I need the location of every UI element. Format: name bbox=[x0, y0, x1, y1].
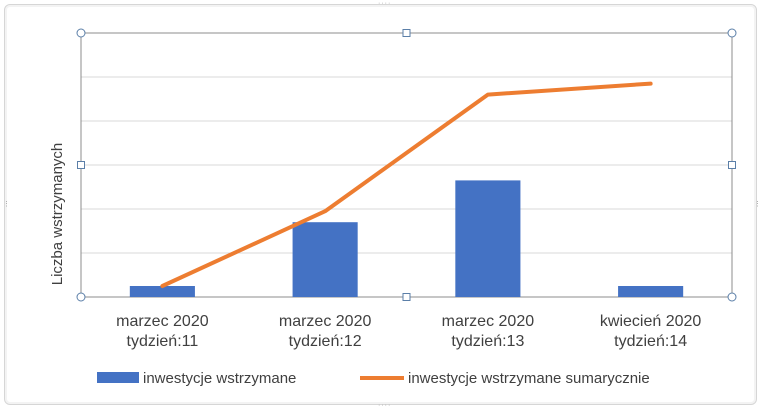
series-line[interactable] bbox=[160, 81, 653, 288]
legend-line-label: inwestycje wstrzymane sumarycznie bbox=[408, 370, 650, 387]
bar[interactable] bbox=[292, 222, 358, 297]
resize-grip-right-icon[interactable]: ⋮ bbox=[754, 201, 762, 208]
legend-bar-label: inwestycje wstrzymane bbox=[143, 370, 296, 387]
x-tick-label: tydzień:12 bbox=[289, 333, 362, 350]
bar-series bbox=[129, 180, 684, 297]
x-tick-label: marzec 2020 bbox=[116, 313, 209, 330]
resize-grip-left-icon[interactable]: ⋮ bbox=[3, 201, 11, 208]
corner-handle-icon[interactable] bbox=[727, 292, 737, 302]
legend-bar-swatch bbox=[97, 372, 139, 383]
selection-handles bbox=[76, 28, 737, 302]
x-tick-label: marzec 2020 bbox=[442, 313, 535, 330]
x-tick-label: kwiecień 2020 bbox=[600, 313, 702, 330]
legend[interactable]: inwestycje wstrzymane inwestycje wstrzyma… bbox=[97, 370, 650, 387]
x-tick-label: marzec 2020 bbox=[279, 313, 372, 330]
line-series bbox=[160, 81, 653, 288]
chart-frame: ···· ···· ⋮ ⋮ bbox=[3, 0, 762, 409]
bar[interactable] bbox=[129, 286, 195, 297]
y-axis-title: Liczba wstrzymanych bbox=[49, 143, 66, 286]
x-tick-label: tydzień:13 bbox=[451, 333, 524, 350]
x-tick-label: tydzień:14 bbox=[614, 333, 687, 350]
bar[interactable] bbox=[455, 180, 521, 297]
side-handle-icon[interactable] bbox=[402, 29, 411, 37]
side-handle-icon[interactable] bbox=[77, 161, 85, 169]
resize-grip-bottom-icon[interactable]: ···· bbox=[378, 402, 392, 409]
resize-grip-top-icon[interactable]: ···· bbox=[378, 0, 392, 7]
gridlines bbox=[81, 76, 732, 254]
corner-handle-icon[interactable] bbox=[76, 28, 86, 38]
side-handle-icon[interactable] bbox=[402, 293, 411, 301]
corner-handle-icon[interactable] bbox=[76, 292, 86, 302]
x-tick-label: tydzień:11 bbox=[127, 333, 199, 350]
side-handle-icon[interactable] bbox=[728, 161, 736, 169]
x-axis-ticks: marzec 2020 tydzień:11 marzec 2020 tydzień:… bbox=[116, 313, 701, 350]
corner-handle-icon[interactable] bbox=[727, 28, 737, 38]
bar[interactable] bbox=[618, 286, 684, 297]
